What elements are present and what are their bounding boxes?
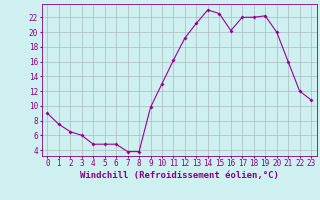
X-axis label: Windchill (Refroidissement éolien,°C): Windchill (Refroidissement éolien,°C) bbox=[80, 171, 279, 180]
